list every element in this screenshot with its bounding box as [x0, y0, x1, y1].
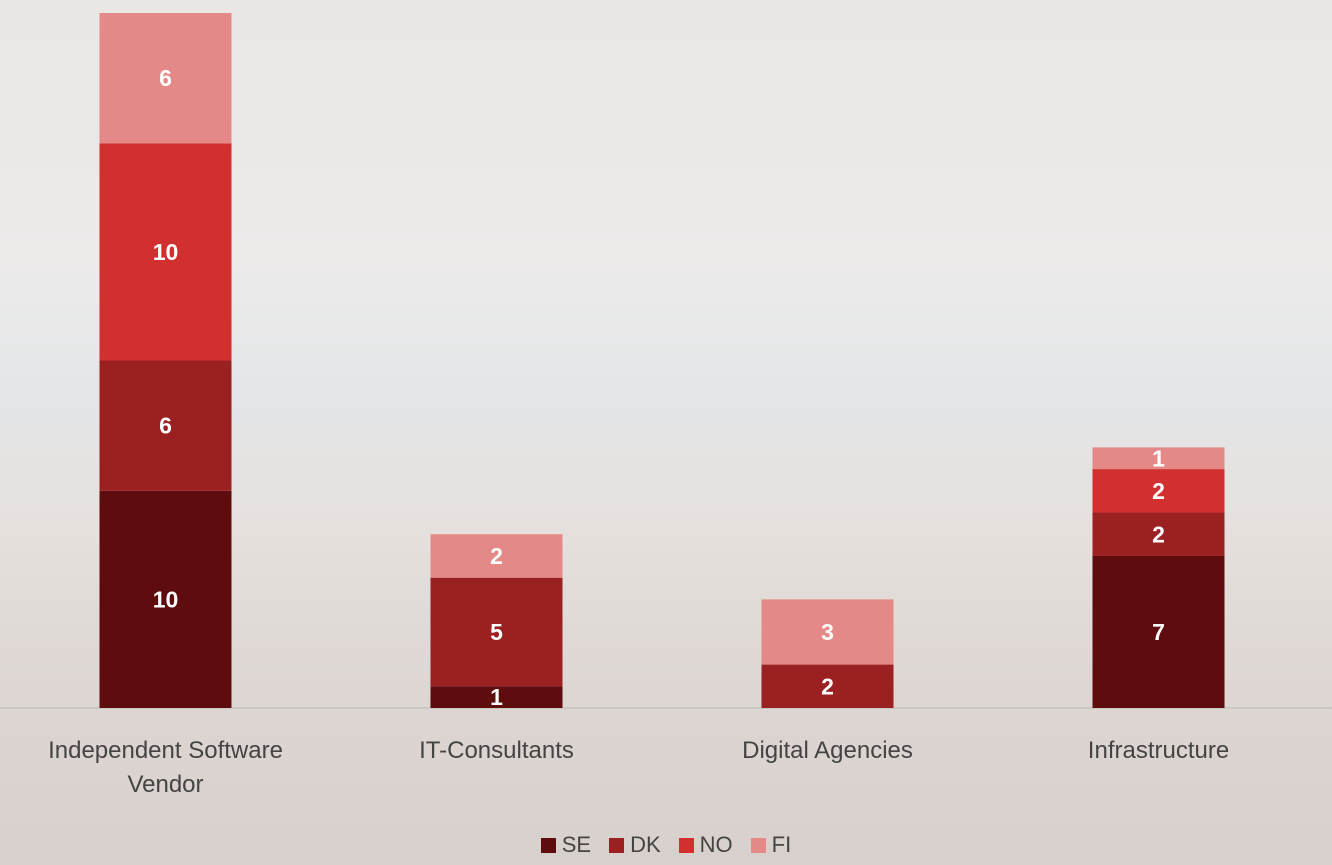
legend-item: DK — [609, 832, 661, 858]
bar-segment — [99, 13, 232, 144]
bar-segment — [99, 143, 232, 361]
legend-label: FI — [771, 832, 792, 857]
data-label: 5 — [490, 619, 503, 645]
x-tick-label: IT-Consultants — [419, 737, 574, 764]
bar-segment — [1092, 469, 1225, 513]
data-label: 1 — [490, 684, 503, 710]
data-label: 6 — [159, 65, 172, 91]
legend-label: DK — [630, 832, 661, 857]
bar-segment — [99, 360, 232, 491]
legend-label: SE — [561, 832, 592, 857]
data-label: 2 — [490, 543, 503, 569]
bar-segment — [430, 534, 563, 578]
legend-item: NO — [678, 832, 733, 858]
data-label: 3 — [821, 619, 834, 645]
legend-item: SE — [540, 832, 592, 858]
legend-swatch — [609, 837, 625, 853]
bar-segment — [1092, 555, 1225, 708]
legend-swatch — [750, 837, 766, 853]
legend-swatch — [540, 837, 556, 853]
data-label: 10 — [153, 586, 179, 612]
legend-item: FI — [750, 832, 792, 858]
x-tick-label: Digital Agencies — [742, 737, 913, 764]
legend-label: NO — [699, 832, 733, 857]
data-label: 6 — [159, 413, 172, 439]
bar-segment — [761, 664, 894, 708]
bar-segment — [1092, 512, 1225, 556]
legend-swatch — [678, 837, 694, 853]
x-tick-label: Independent Software Vendor — [48, 737, 283, 798]
data-label: 7 — [1152, 619, 1165, 645]
data-label: 2 — [1152, 521, 1165, 547]
bar-segment — [1092, 447, 1225, 470]
data-label: 2 — [821, 673, 834, 699]
data-label: 1 — [1152, 445, 1165, 471]
data-label: 2 — [1152, 478, 1165, 504]
bar-segment — [99, 490, 232, 708]
legend: SE DK NO FI — [0, 832, 1332, 858]
bar-segment — [761, 599, 894, 665]
data-label: 10 — [153, 239, 179, 265]
bar-segment — [430, 686, 563, 708]
bar-segment — [430, 577, 563, 687]
x-tick-label: Infrastructure — [1087, 737, 1230, 764]
